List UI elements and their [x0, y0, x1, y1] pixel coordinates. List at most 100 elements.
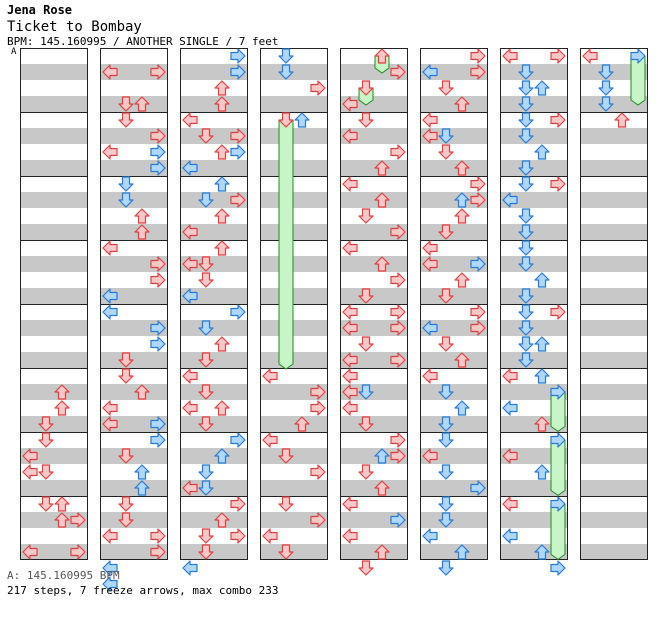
step-arrow-down — [278, 544, 294, 560]
step-arrow-down — [438, 432, 454, 448]
step-arrow-up — [134, 96, 150, 112]
step-arrow-right — [150, 272, 166, 288]
step-arrow-right — [230, 528, 246, 544]
beat-stripe — [580, 544, 648, 560]
beat-stripe — [500, 352, 568, 368]
step-arrow-down — [518, 64, 534, 80]
beat-stripe — [420, 160, 488, 176]
step-arrow-down — [38, 432, 54, 448]
step-arrow-down — [358, 464, 374, 480]
freeze-arrow — [278, 119, 294, 370]
step-arrow-up — [374, 256, 390, 272]
beat-stripe — [100, 224, 168, 240]
beat-stripe — [580, 128, 648, 144]
step-arrow-down — [118, 192, 134, 208]
step-arrow-up — [454, 400, 470, 416]
beat-stripe — [100, 512, 168, 528]
step-arrow-down — [438, 336, 454, 352]
step-arrow-right — [150, 320, 166, 336]
step-arrow-left — [262, 432, 278, 448]
step-arrow-up — [534, 368, 550, 384]
step-arrow-right — [230, 496, 246, 512]
step-arrow-down — [518, 208, 534, 224]
beat-stripe — [100, 448, 168, 464]
beat-stripe — [580, 480, 648, 496]
beat-stripe — [260, 320, 328, 336]
step-arrow-left — [342, 96, 358, 112]
step-arrow-right — [390, 448, 406, 464]
step-arrow-right — [630, 48, 646, 64]
freeze-arrow — [550, 439, 566, 497]
step-arrow-up — [374, 48, 390, 64]
step-arrow-down — [358, 416, 374, 432]
step-arrow-up — [374, 160, 390, 176]
beat-stripe — [100, 480, 168, 496]
step-arrow-left — [182, 480, 198, 496]
step-arrow-up — [374, 480, 390, 496]
step-arrow-down — [198, 416, 214, 432]
step-arrow-down — [518, 96, 534, 112]
step-arrow-right — [390, 272, 406, 288]
step-arrow-right — [310, 512, 326, 528]
beat-stripe — [500, 288, 568, 304]
step-arrow-right — [390, 224, 406, 240]
beat-stripe — [340, 480, 408, 496]
step-arrow-right — [550, 304, 566, 320]
step-arrow-right — [150, 336, 166, 352]
beat-stripe — [100, 192, 168, 208]
beat-stripe — [180, 384, 248, 400]
beat-stripe — [500, 160, 568, 176]
step-arrow-down — [518, 336, 534, 352]
step-arrow-down — [278, 48, 294, 64]
step-arrow-right — [150, 64, 166, 80]
beat-stripe — [420, 416, 488, 432]
step-arrow-up — [134, 384, 150, 400]
step-arrow-left — [182, 112, 198, 128]
step-arrow-right — [230, 192, 246, 208]
beat-stripe — [340, 416, 408, 432]
beat-stripe — [340, 192, 408, 208]
step-arrow-right — [230, 144, 246, 160]
step-arrow-right — [550, 560, 566, 576]
beat-stripe — [100, 384, 168, 400]
beat-stripe — [20, 288, 88, 304]
step-arrow-right — [470, 192, 486, 208]
chart-column — [100, 48, 168, 560]
step-arrow-right — [150, 160, 166, 176]
step-arrow-right — [230, 432, 246, 448]
step-arrow-down — [438, 80, 454, 96]
step-arrow-down — [518, 80, 534, 96]
step-arrow-down — [518, 352, 534, 368]
step-arrow-left — [182, 368, 198, 384]
beat-stripe — [420, 224, 488, 240]
beat-stripe — [20, 320, 88, 336]
step-arrow-left — [102, 560, 118, 576]
step-arrow-left — [422, 112, 438, 128]
step-arrow-down — [438, 384, 454, 400]
step-arrow-up — [454, 544, 470, 560]
beat-stripe — [580, 192, 648, 208]
step-arrow-left — [182, 400, 198, 416]
step-arrow-left — [342, 320, 358, 336]
step-arrow-up — [454, 160, 470, 176]
step-arrow-down — [358, 336, 374, 352]
step-arrow-up — [134, 480, 150, 496]
step-arrow-up — [374, 192, 390, 208]
step-arrow-up — [214, 144, 230, 160]
chart-column — [580, 48, 648, 560]
step-arrow-up — [214, 240, 230, 256]
step-arrow-left — [502, 368, 518, 384]
step-arrow-down — [118, 368, 134, 384]
step-arrow-down — [438, 496, 454, 512]
step-arrow-left — [182, 160, 198, 176]
step-arrow-down — [198, 192, 214, 208]
beat-stripe — [420, 352, 488, 368]
beat-stripe — [340, 544, 408, 560]
beat-stripe — [500, 320, 568, 336]
step-arrow-left — [102, 400, 118, 416]
beat-stripe — [20, 480, 88, 496]
step-arrow-right — [150, 432, 166, 448]
step-arrow-down — [118, 496, 134, 512]
beat-stripe — [580, 512, 648, 528]
step-arrow-right — [150, 416, 166, 432]
